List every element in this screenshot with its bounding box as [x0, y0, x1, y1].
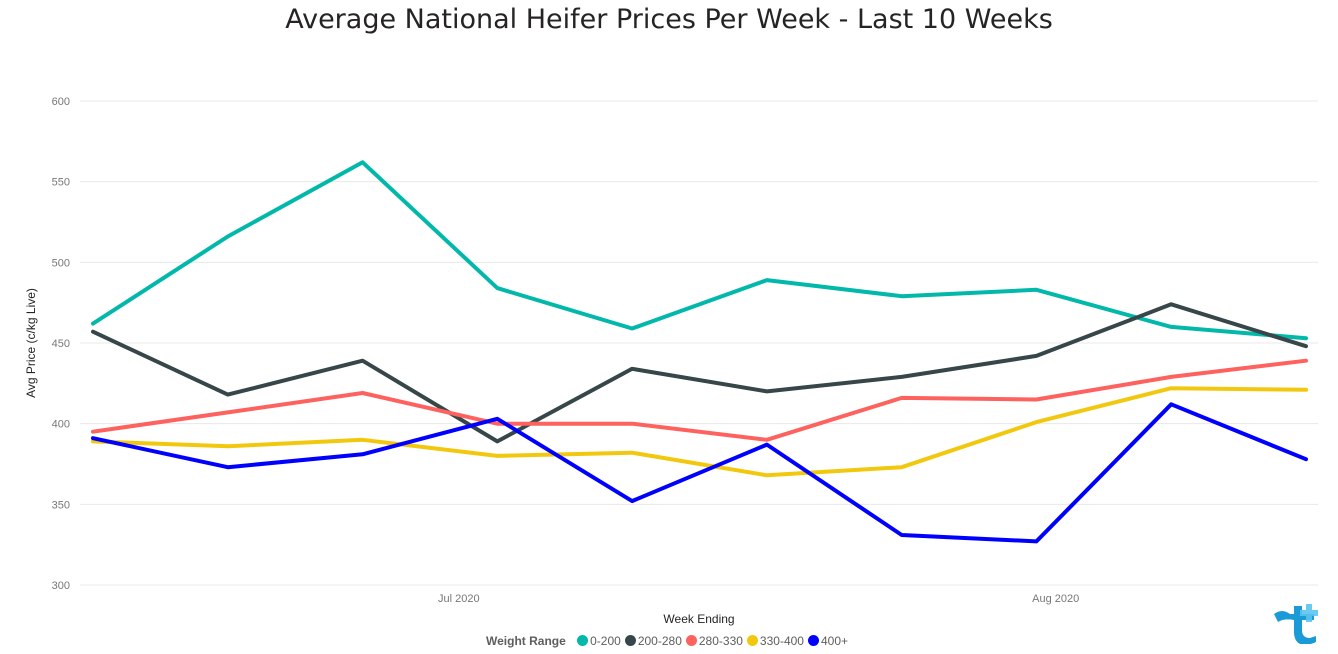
legend: Weight Range 0-200 200-280 280-330 330-400 4…: [0, 634, 1338, 648]
legend-dot-icon: [624, 635, 636, 646]
chart-title: Average National Heifer Prices Per Week …: [285, 4, 1053, 35]
legend-dot-icon: [807, 635, 819, 646]
legend-label: 200-280: [637, 634, 682, 648]
x-axis-ticks: Jul 2020 Aug 2020: [438, 593, 1079, 605]
legend-label: 280-330: [698, 634, 743, 648]
legend-item-330-400[interactable]: 330-400: [746, 634, 804, 648]
series-line-330-400: [91, 386, 1308, 478]
legend-item-0-200[interactable]: 0-200: [577, 634, 621, 648]
legend-dot-icon: [746, 635, 758, 646]
series-line-280-330: [91, 358, 1308, 442]
y-tick-label: 600: [52, 96, 70, 108]
legend-item-400+[interactable]: 400+: [807, 634, 848, 648]
x-axis-title: Week Ending: [663, 612, 734, 626]
x-tick-label: Jul 2020: [438, 593, 480, 605]
y-tick-label: 300: [52, 580, 70, 592]
gridlines: [80, 100, 1318, 586]
y-axis-ticks: 300 350 400 450 500 550 600: [52, 96, 70, 592]
legend-label: 0-200: [590, 634, 621, 648]
legend-label: 400+: [820, 634, 848, 648]
legend-dot-icon: [577, 635, 589, 646]
brand-logo-icon: [1274, 604, 1318, 644]
y-tick-label: 550: [52, 177, 70, 189]
y-axis-title: Avg Price (c/kg Live): [24, 288, 38, 398]
series-line-400+: [91, 402, 1308, 544]
y-tick-label: 500: [52, 257, 70, 269]
legend-title: Weight Range: [486, 634, 566, 648]
legend-label: 330-400: [759, 634, 804, 648]
series-line-200-280: [91, 302, 1308, 444]
series-line-0-200: [91, 160, 1308, 341]
y-tick-label: 450: [52, 338, 70, 350]
x-tick-label: Aug 2020: [1032, 593, 1079, 605]
legend-item-280-330[interactable]: 280-330: [685, 634, 743, 648]
y-tick-label: 350: [52, 499, 70, 511]
legend-dot-icon: [685, 635, 697, 646]
series-lines: [91, 160, 1308, 544]
y-tick-label: 400: [52, 419, 70, 431]
legend-item-200-280[interactable]: 200-280: [624, 634, 682, 648]
